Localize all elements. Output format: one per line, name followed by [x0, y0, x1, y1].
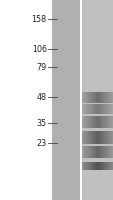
Text: 23: 23: [36, 138, 46, 148]
Text: 158: 158: [31, 15, 46, 23]
Text: 106: 106: [31, 45, 46, 53]
Bar: [81, 0, 113, 200]
Bar: [52, 0, 79, 200]
Text: 48: 48: [36, 92, 46, 102]
Text: 35: 35: [36, 118, 46, 128]
Bar: [79, 0, 81, 200]
Text: 79: 79: [36, 62, 46, 72]
